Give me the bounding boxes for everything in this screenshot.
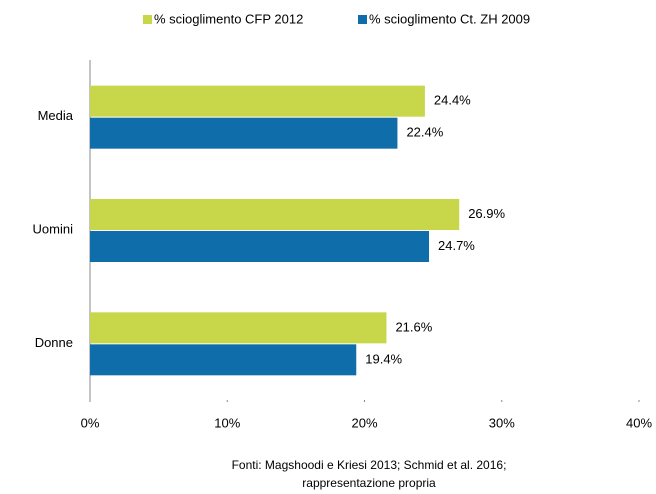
value-label: 26.9%: [468, 206, 505, 221]
value-label: 21.6%: [395, 319, 432, 334]
value-label: 22.4%: [406, 125, 443, 140]
footnote: Fonti: Magshoodi e Kriesi 2013; Schmid e…: [232, 458, 507, 472]
legend-swatch: [143, 15, 152, 24]
bar: [90, 344, 357, 376]
bar: [90, 117, 398, 149]
y-tick-label: Uomini: [33, 221, 74, 236]
legend-label: % scioglimento Ct. ZH 2009: [369, 11, 530, 26]
bar: [90, 312, 387, 344]
footnote: rappresentazione propria: [302, 476, 436, 490]
value-label: 24.7%: [438, 238, 475, 253]
bar: [90, 199, 460, 230]
value-label: 19.4%: [365, 351, 402, 366]
value-label: 24.4%: [434, 93, 471, 108]
x-tick-label: 20%: [351, 415, 377, 430]
legend-swatch: [358, 15, 367, 24]
x-tick-label: 0%: [81, 415, 100, 430]
bar: [90, 231, 430, 262]
x-tick-label: 10%: [214, 415, 240, 430]
legend-label: % scioglimento CFP 2012: [154, 11, 303, 26]
y-tick-label: Media: [38, 108, 74, 123]
bar: [90, 85, 425, 117]
x-tick-label: 30%: [489, 415, 515, 430]
x-tick-label: 40%: [626, 415, 652, 430]
y-tick-label: Donne: [35, 335, 73, 350]
